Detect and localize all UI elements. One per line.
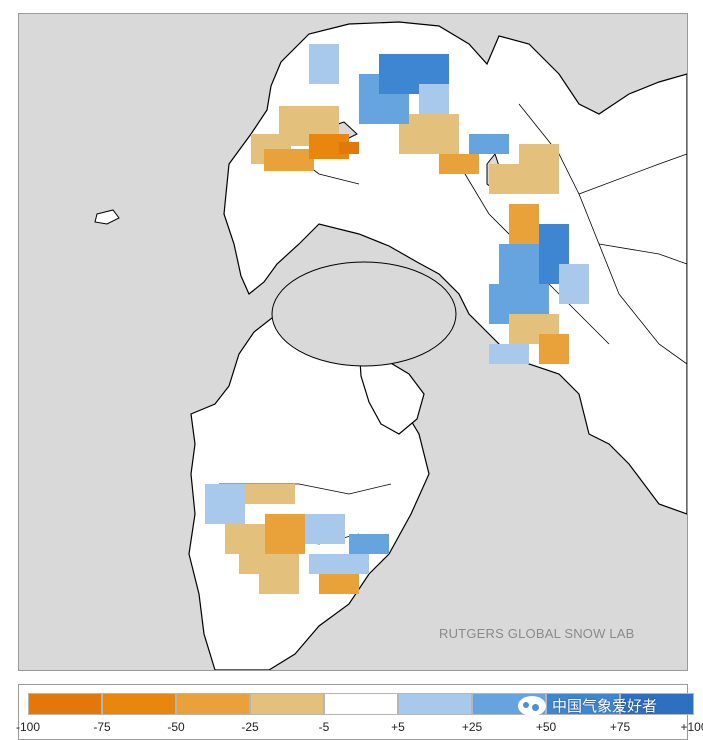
legend-tick-label: +50 <box>535 720 557 734</box>
legend-swatch <box>28 693 102 715</box>
legend-swatch <box>324 693 398 715</box>
greenland <box>358 342 425 435</box>
legend-tick-label: -50 <box>167 720 185 734</box>
legend-tick-label: +100 <box>680 720 703 734</box>
legend-swatch <box>176 693 250 715</box>
legend-swatch <box>546 693 620 715</box>
wechat-icon <box>518 695 546 716</box>
credit-text: RUTGERS GLOBAL SNOW LAB <box>439 626 635 641</box>
snow-cover-map <box>94 21 687 670</box>
legend-panel: -100 -75 -50 -25 -5 +5 +25 +50 +75 +100 <box>15 684 703 740</box>
legend-swatch <box>620 693 694 715</box>
map-panel: RUTGERS GLOBAL SNOW LAB <box>18 13 688 671</box>
legend-tick-label: -25 <box>241 720 259 734</box>
watermark: 中国气象爱好者 <box>518 695 657 716</box>
legend-tick-label: -5 <box>318 720 330 734</box>
iceland <box>94 209 120 225</box>
arctic-ocean <box>271 261 457 367</box>
legend-color-bar <box>28 693 694 715</box>
legend-swatch <box>250 693 324 715</box>
watermark-text: 中国气象爱好者 <box>552 698 658 715</box>
legend-tick-label: -75 <box>93 720 111 734</box>
legend-swatch <box>398 693 472 715</box>
legend-tick-label: -100 <box>15 720 41 734</box>
legend-swatch <box>102 693 176 715</box>
legend-tick-label: +5 <box>391 720 405 734</box>
legend-tick-label: +75 <box>609 720 631 734</box>
legend-tick-label: +25 <box>461 720 483 734</box>
anomaly-cells <box>205 44 589 594</box>
